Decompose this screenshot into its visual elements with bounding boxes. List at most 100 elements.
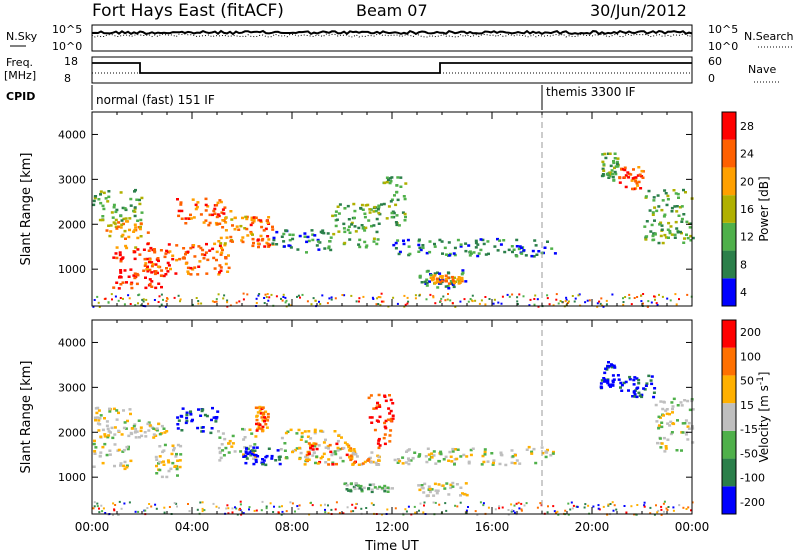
echo-pixel [130, 286, 134, 290]
echo-pixel [276, 449, 280, 452]
echo-pixel [125, 464, 129, 467]
echo-pixel [618, 176, 622, 180]
echo-pixel [335, 442, 339, 446]
echo-pixel [345, 453, 349, 457]
echo-pixel [383, 487, 387, 491]
echo-pixel [92, 442, 96, 446]
echo-pixel [427, 485, 431, 488]
echo-pixel [101, 204, 105, 208]
speckle-pixel [597, 504, 600, 507]
echo-pixel [653, 233, 657, 236]
echo-pixel [440, 275, 444, 278]
speckle-pixel [215, 300, 218, 303]
echo-pixel [438, 238, 442, 242]
echo-pixel [606, 381, 610, 385]
echo-pixel [250, 452, 254, 456]
echo-pixel [662, 401, 666, 404]
echo-pixel [215, 204, 219, 207]
speckle-pixel [418, 294, 421, 297]
echo-pixel [135, 430, 139, 433]
echo-pixel [260, 225, 264, 229]
echo-pixel [282, 245, 286, 248]
speckle-pixel [687, 506, 690, 509]
echo-pixel [95, 411, 99, 415]
echo-pixel [511, 455, 515, 458]
echo-pixel [128, 217, 132, 220]
echo-pixel [306, 457, 310, 460]
echo-pixel [686, 236, 690, 240]
echo-pixel [451, 275, 454, 279]
colorbar-swatch [722, 195, 736, 223]
velocity-heatmap [92, 361, 695, 516]
echo-pixel [443, 487, 447, 490]
speckle-pixel [242, 512, 245, 515]
x-tick-label: 04:00 [175, 520, 210, 534]
echo-pixel [219, 200, 223, 204]
echo-pixel [429, 276, 433, 280]
echo-pixel [129, 412, 132, 416]
echo-pixel [363, 215, 367, 219]
echo-pixel [111, 216, 115, 219]
echo-pixel [663, 213, 667, 216]
echo-pixel [133, 223, 137, 226]
echo-pixel [224, 217, 227, 220]
echo-pixel [549, 454, 553, 457]
speckle-pixel [484, 296, 487, 298]
echo-pixel [105, 453, 109, 457]
echo-pixel [103, 433, 107, 436]
echo-pixel [147, 249, 151, 252]
speckle-pixel [355, 300, 358, 303]
echo-pixel [254, 460, 258, 464]
echo-pixel [162, 460, 165, 463]
echo-pixel [387, 407, 391, 410]
speckle-pixel [350, 510, 353, 513]
echo-pixel [351, 463, 355, 466]
echo-pixel [684, 191, 687, 194]
speckle-pixel [123, 502, 126, 505]
echo-pixel [129, 197, 133, 201]
echo-pixel [451, 278, 455, 281]
echo-pixel [110, 211, 114, 214]
echo-pixel [255, 429, 259, 432]
echo-pixel [679, 230, 682, 234]
speckle-pixel [434, 302, 437, 305]
echo-pixel [267, 216, 271, 219]
colorbar-swatch [722, 278, 736, 306]
echo-pixel [347, 445, 351, 449]
echo-pixel [99, 201, 103, 205]
speckle-pixel [140, 304, 142, 307]
echo-pixel [681, 431, 685, 434]
echo-pixel [382, 436, 386, 440]
echo-pixel [464, 249, 468, 253]
speckle-pixel [112, 514, 114, 516]
echo-pixel [531, 249, 535, 253]
echo-pixel [635, 182, 639, 185]
speckle-pixel [239, 503, 242, 506]
speckle-pixel [280, 297, 282, 300]
station-title: Fort Hays East (fitACF) [92, 1, 284, 21]
speckle-pixel [330, 296, 333, 299]
echo-pixel [611, 175, 615, 179]
echo-pixel [484, 253, 488, 256]
echo-pixel [136, 236, 140, 240]
speckle-pixel [371, 296, 374, 299]
echo-pixel [114, 218, 118, 222]
echo-pixel [430, 456, 434, 459]
echo-pixel [447, 459, 451, 462]
echo-pixel [462, 453, 466, 457]
echo-pixel [246, 447, 250, 451]
echo-pixel [110, 426, 114, 430]
speckle-pixel [459, 300, 462, 303]
echo-pixel [129, 282, 133, 286]
speckle-pixel [134, 304, 137, 307]
echo-pixel [424, 455, 428, 458]
echo-pixel [219, 266, 223, 269]
speckle-pixel [663, 500, 666, 503]
speckle-pixel [546, 294, 549, 297]
speckle-pixel [612, 509, 615, 512]
echo-pixel [343, 207, 347, 210]
speckle-pixel [555, 293, 558, 296]
echo-pixel [483, 448, 487, 451]
speckle-pixel [255, 509, 258, 512]
echo-pixel [348, 231, 352, 234]
